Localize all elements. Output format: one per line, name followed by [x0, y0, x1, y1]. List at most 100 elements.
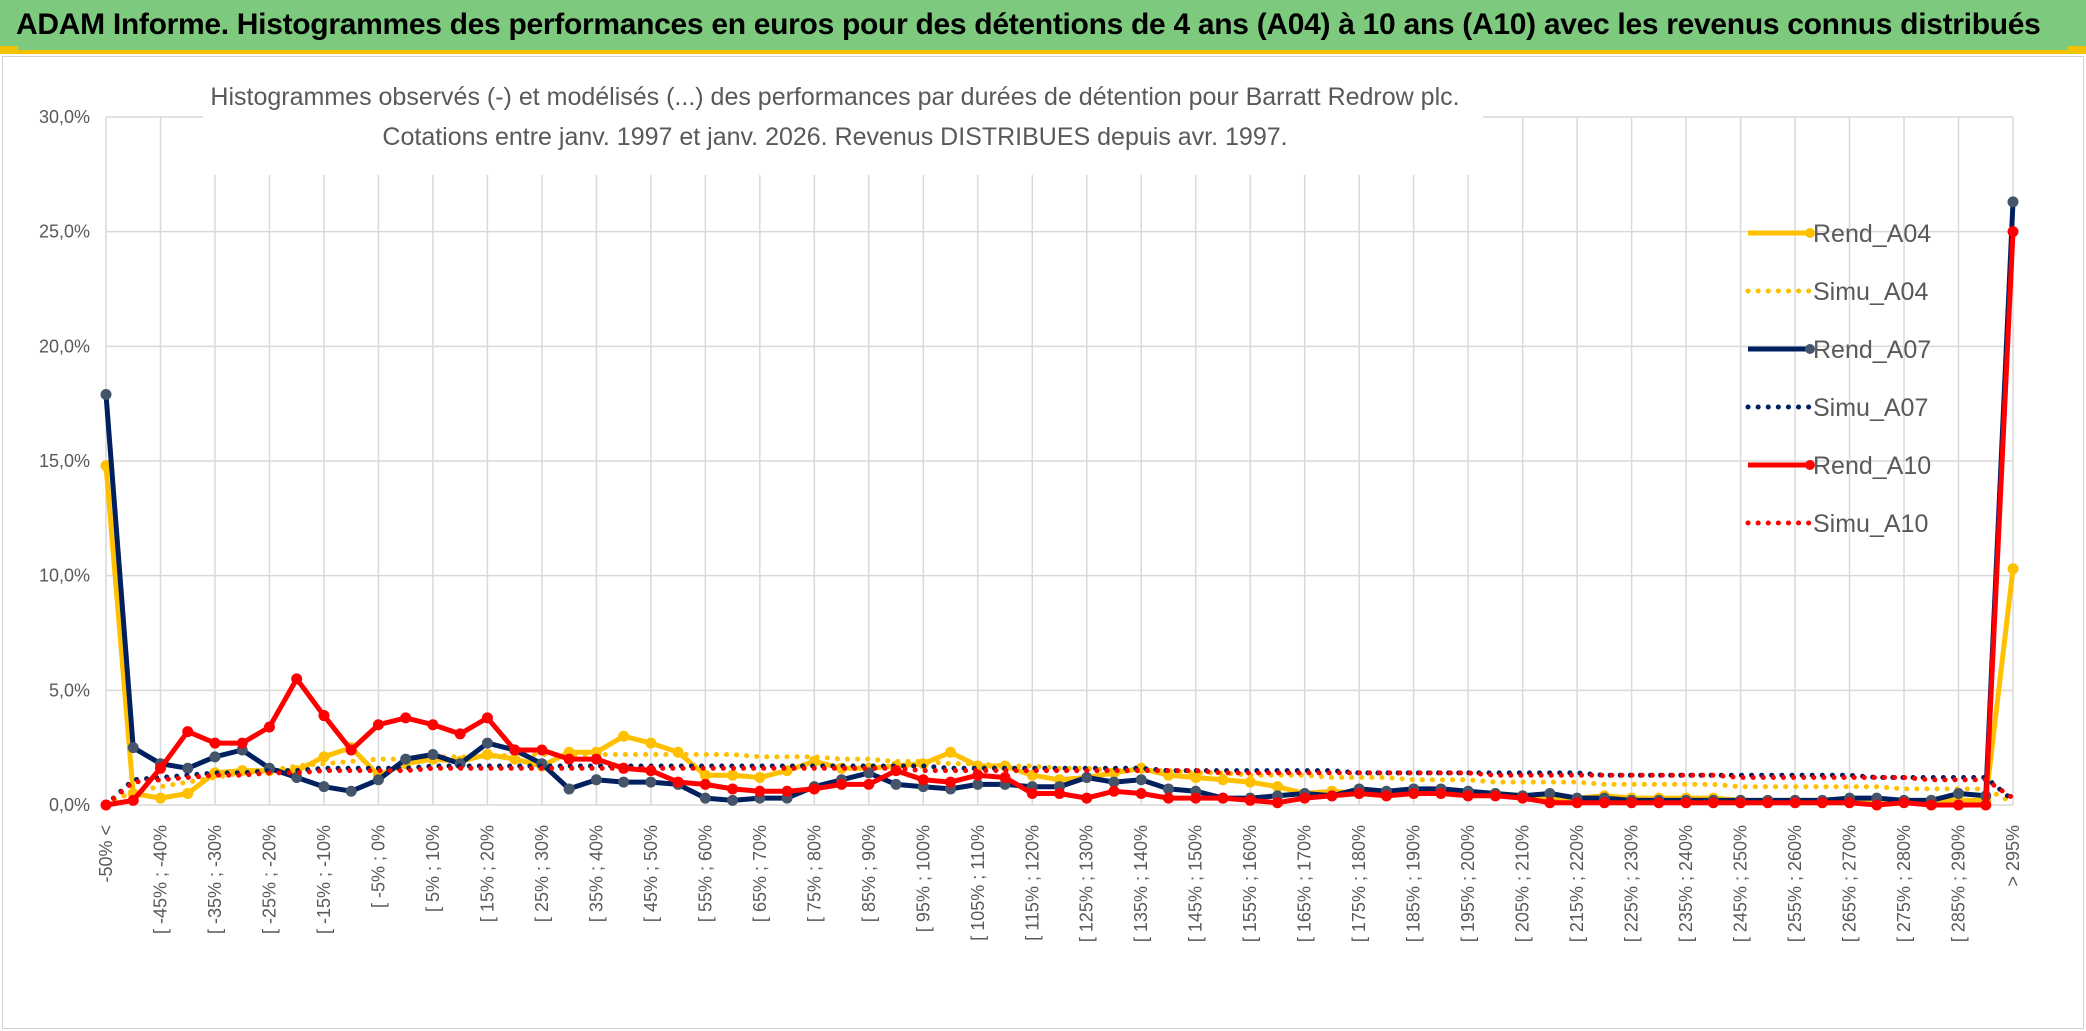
x-tick-label: [ 275% ; 280% [1894, 825, 1914, 942]
data-point [100, 388, 112, 400]
x-tick-label: [ -45% ; -40% [150, 825, 170, 934]
data-point [1026, 769, 1038, 781]
data-point [727, 783, 739, 795]
data-point [1435, 788, 1447, 800]
data-point [2007, 196, 2019, 208]
series-lines [100, 196, 2019, 811]
chart-title-background [203, 75, 1483, 175]
x-tick-label: [ 205% ; 210% [1513, 825, 1533, 942]
data-point [590, 753, 602, 765]
data-point [754, 771, 766, 783]
x-tick-label: [ 75% ; 80% [804, 825, 824, 922]
data-point [209, 737, 221, 749]
data-point [318, 751, 330, 763]
data-point [1898, 797, 1910, 809]
x-tick-label: [ 85% ; 90% [859, 825, 879, 922]
data-point [645, 737, 657, 749]
data-point [1517, 792, 1529, 804]
gridlines [105, 116, 2014, 806]
legend-item-Simu_A10: Simu_A10 [1745, 510, 1928, 538]
x-tick-label: [ 55% ; 60% [695, 825, 715, 922]
data-point [1980, 799, 1992, 811]
data-point [1299, 792, 1311, 804]
data-point [509, 744, 521, 756]
data-point [645, 776, 657, 788]
legend: Rend_A04 Simu_A04 Rend_A07 Simu_A07 Rend_A10… [1745, 220, 1931, 538]
data-point [318, 710, 330, 722]
data-point [618, 730, 630, 742]
x-tick-label: [ 245% ; 250% [1731, 825, 1751, 942]
x-tick-label: [ 115% ; 120% [1022, 825, 1042, 941]
data-point [1081, 792, 1093, 804]
data-point [890, 778, 902, 790]
data-point [345, 744, 357, 756]
header-accent-right [2068, 46, 2086, 54]
data-point [699, 778, 711, 790]
data-point [2007, 563, 2019, 575]
data-point [1162, 783, 1174, 795]
x-tick-label: [ 225% ; 230% [1622, 825, 1642, 942]
data-point [2007, 226, 2019, 238]
legend-marker [1805, 344, 1815, 354]
legend-marker [1805, 228, 1815, 238]
data-point [1026, 788, 1038, 800]
data-point [1544, 788, 1556, 800]
data-point [400, 753, 412, 765]
x-tick-label: [ 235% ; 240% [1676, 825, 1696, 942]
data-point [372, 719, 384, 731]
data-point [182, 788, 194, 800]
x-tick-label: [ 215% ; 220% [1567, 825, 1587, 942]
header-accent-left [0, 46, 18, 54]
data-point [1653, 797, 1665, 809]
x-tick-label: -50% < [96, 825, 116, 883]
data-point [863, 767, 875, 779]
report-header: ADAM Informe. Histogrammes des performan… [0, 0, 2086, 54]
data-point [618, 776, 630, 788]
data-point [1762, 797, 1774, 809]
data-point [182, 726, 194, 738]
legend-label: Rend_A04 [1813, 220, 1931, 248]
data-point [154, 792, 166, 804]
legend-label: Simu_A04 [1813, 278, 1928, 306]
legend-label: Simu_A10 [1813, 510, 1928, 538]
legend-item-Rend_A07: Rend_A07 [1748, 336, 1931, 364]
x-tick-label: [ 165% ; 170% [1295, 825, 1315, 942]
line-chart: 0,0% 5,0% 10,0% 15,0% 20,0% 25,0% 30,0% -50% <… [39, 75, 2023, 942]
y-tick-label: 25,0% [39, 222, 90, 242]
data-point [1190, 792, 1202, 804]
data-point [182, 762, 194, 774]
data-point [836, 778, 848, 790]
x-tick-label: [ 255% ; 260% [1785, 825, 1805, 942]
data-point [1271, 781, 1283, 793]
y-axis-ticks: 0,0% 5,0% 10,0% 15,0% 20,0% 25,0% 30,0% [39, 107, 90, 815]
y-tick-label: 20,0% [39, 336, 90, 356]
y-tick-label: 0,0% [49, 795, 90, 815]
data-point [1408, 788, 1420, 800]
x-tick-label: [ 5% ; 10% [423, 825, 443, 912]
x-tick-label: [ 125% ; 130% [1077, 825, 1097, 942]
data-point [1380, 790, 1392, 802]
x-tick-label: [ 265% ; 270% [1840, 825, 1860, 942]
data-point [1217, 792, 1229, 804]
data-point [400, 712, 412, 724]
data-point [236, 737, 248, 749]
series-Simu_A10 [103, 765, 2016, 808]
x-tick-label: [ 285% ; 290% [1949, 825, 1969, 942]
data-point [1626, 797, 1638, 809]
data-point [699, 769, 711, 781]
data-point [1462, 790, 1474, 802]
legend-label: Simu_A07 [1813, 394, 1928, 422]
y-tick-label: 30,0% [39, 107, 90, 127]
series-Rend_A10 [100, 226, 2019, 811]
legend-label: Rend_A07 [1813, 336, 1931, 364]
data-point [945, 746, 957, 758]
data-point [1707, 797, 1719, 809]
data-point [1816, 797, 1828, 809]
data-point [672, 776, 684, 788]
x-tick-label: > 295% [2003, 825, 2023, 887]
data-point [781, 785, 793, 797]
data-point [1326, 790, 1338, 802]
x-tick-label: [ 35% ; 40% [586, 825, 606, 922]
legend-item-Rend_A04: Rend_A04 [1748, 220, 1931, 248]
data-point [1871, 799, 1883, 811]
